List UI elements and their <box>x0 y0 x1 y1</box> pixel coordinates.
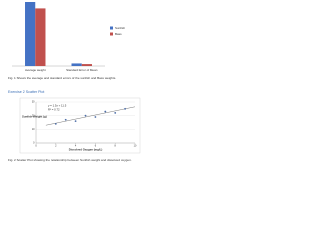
legend-label: Bass <box>115 32 122 36</box>
caption: Fig. 1 Shows the average and standard er… <box>8 76 116 80</box>
bar <box>25 2 36 66</box>
point <box>54 122 57 125</box>
bar <box>71 63 82 66</box>
bar <box>81 64 92 66</box>
point <box>64 118 67 121</box>
point <box>74 120 77 123</box>
page: Fig. 1 Shows the average and standard er… <box>0 0 149 198</box>
point <box>84 114 87 117</box>
y-tick-label: 30 <box>32 101 35 104</box>
legend-label: Sunfish <box>115 26 125 30</box>
x-tick-label: 4 <box>75 145 77 148</box>
x-tick-label: 10 <box>134 145 137 148</box>
x-tick-label: Average weight <box>25 68 46 72</box>
x-tick-label: 0 <box>35 145 37 148</box>
x-axis-label: Dissolved Oxygen (mg/L) <box>69 148 103 152</box>
x-tick-label: 6 <box>95 145 97 148</box>
point <box>124 107 126 110</box>
x-tick-label: 8 <box>115 145 117 148</box>
heading: Exercise 2 Scatter Plot <box>8 90 44 94</box>
y-axis-label: Sunfish Weight (g) <box>22 115 47 119</box>
legend-swatch <box>110 26 113 30</box>
legend-swatch <box>110 32 113 36</box>
trendline <box>45 106 136 126</box>
chart-frame <box>19 97 141 154</box>
point <box>114 112 117 114</box>
x-tick-label: 2 <box>55 145 57 148</box>
point <box>94 116 97 118</box>
document: Fig. 1 Shows the average and standard er… <box>8 2 141 162</box>
annotation: y = 1.5x + 11.5 <box>48 104 67 108</box>
annotation: R² = 0.72 <box>48 108 60 112</box>
caption: Fig. 2 Scatter Plot showing the relation… <box>8 158 132 162</box>
y-tick-label: 10 <box>32 128 35 131</box>
point <box>104 110 107 113</box>
y-tick-label: 0 <box>33 142 35 145</box>
y-tick-label: 20 <box>32 114 35 117</box>
bar <box>35 8 46 66</box>
x-tick-label: Standard Error of Mean <box>66 68 98 72</box>
